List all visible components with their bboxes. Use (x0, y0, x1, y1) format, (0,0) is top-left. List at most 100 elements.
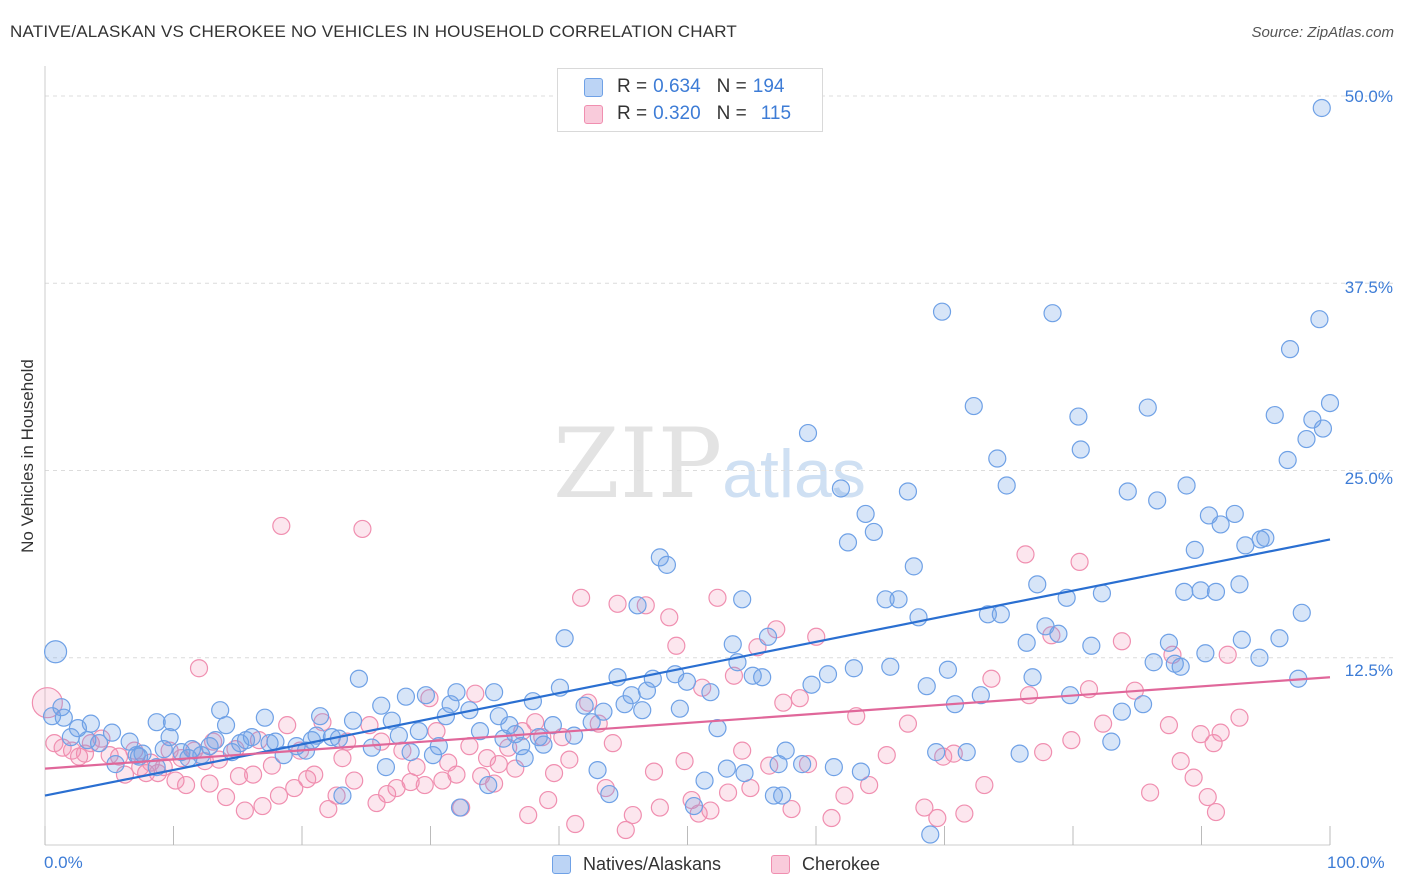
natives-point (637, 681, 657, 700)
cherokee-point (272, 516, 291, 536)
cherokee-point (566, 814, 585, 834)
cherokee-point (253, 796, 272, 816)
cherokee-point (333, 749, 352, 768)
natives-point (708, 719, 727, 738)
natives-point (650, 548, 669, 567)
natives-point (1112, 702, 1132, 721)
cherokee-point (327, 786, 346, 805)
cherokee-point (189, 659, 209, 678)
y-axis-title: No Vehicles in Household (18, 359, 37, 553)
cherokee-point (1211, 723, 1230, 742)
natives-point (932, 302, 952, 321)
natives-point (1010, 744, 1029, 763)
natives-point (1292, 603, 1311, 622)
cherokee-point (229, 766, 249, 786)
cherokee-point (708, 588, 727, 607)
cherokee-point (644, 762, 664, 781)
natives-point (534, 735, 553, 754)
cherokee-point (31, 687, 63, 719)
natives-point (793, 755, 812, 774)
legend-r-value: 0.634 (653, 76, 701, 97)
cherokee-point (798, 755, 818, 774)
cherokee-point (1042, 626, 1061, 645)
legend-r-label: R = (617, 76, 648, 97)
natives-point (1206, 582, 1226, 601)
natives-point (735, 763, 754, 783)
natives-point (1265, 405, 1284, 425)
cherokee-point (1019, 686, 1039, 705)
cherokee-point (944, 744, 963, 763)
natives-point (921, 825, 940, 844)
natives-point (628, 596, 647, 615)
natives-point (1230, 575, 1249, 594)
natives-point (927, 743, 946, 762)
cherokee-point (485, 774, 504, 793)
natives-point (1310, 310, 1329, 329)
cherokee-point (835, 786, 854, 805)
cherokee-point (353, 519, 372, 539)
natives-point (1191, 581, 1210, 600)
natives-point (864, 522, 883, 542)
natives-point (1297, 429, 1316, 449)
cherokee-point (701, 801, 720, 820)
cherokee-point (539, 790, 558, 810)
cherokee-point (1171, 752, 1190, 771)
natives-point (515, 749, 534, 768)
legend-n-label: N = (716, 76, 747, 97)
cherokee-point (1093, 714, 1113, 733)
cherokee-point (877, 746, 896, 765)
cherokee-point (975, 775, 994, 795)
natives-point (349, 669, 369, 688)
cherokee-point (378, 784, 397, 804)
natives-point (988, 449, 1007, 468)
natives-point (1280, 340, 1300, 359)
natives-point (904, 557, 923, 576)
cherokee-point (898, 714, 918, 733)
bottom-legend-swatch-natives (552, 854, 571, 874)
legend-row-cherokee: R = 0.320 N = 115 (584, 102, 797, 126)
natives-point (1092, 584, 1112, 603)
natives-point (670, 699, 689, 718)
natives-point (396, 687, 416, 706)
natives-point (594, 702, 613, 721)
natives-point (1175, 582, 1194, 601)
natives-point (773, 786, 792, 805)
natives-point (54, 708, 73, 727)
natives-point (255, 708, 274, 727)
cherokee-point (782, 799, 801, 819)
natives-point (733, 590, 752, 609)
natives-point (1118, 482, 1137, 501)
natives-point (1196, 644, 1215, 663)
cherokee-point (982, 669, 1001, 688)
natives-point (1069, 407, 1088, 426)
natives-point (555, 629, 574, 648)
natives-point (216, 716, 236, 735)
cherokee-point (176, 775, 196, 795)
cherokee-point (45, 734, 64, 753)
natives-point (1148, 491, 1167, 510)
cherokee-point (427, 722, 446, 741)
natives-point (133, 744, 152, 763)
legend-r-value: 0.320 (653, 103, 701, 124)
natives-point (991, 605, 1010, 624)
natives-point (957, 743, 976, 762)
natives-point (485, 683, 504, 702)
natives-point (898, 482, 918, 501)
natives-point (717, 759, 736, 778)
correlation-legend: R = 0.634 N = 194 R = 0.320 N = 115 (557, 68, 823, 132)
watermark-atlas: atlas (722, 436, 866, 512)
cherokee-point (1159, 716, 1179, 735)
natives-point (1102, 732, 1121, 751)
cherokee-point (675, 752, 694, 771)
cherokee-point (650, 798, 669, 817)
natives-point (844, 659, 863, 678)
cherokee-point (760, 756, 779, 775)
natives-point (622, 686, 641, 705)
natives-point (838, 533, 858, 552)
cherokee-point (243, 765, 263, 784)
cherokee-point (579, 693, 598, 712)
legend-n-value: 115 (760, 103, 792, 124)
cherokee-point (269, 786, 289, 805)
legend-r-label: R = (617, 103, 648, 124)
